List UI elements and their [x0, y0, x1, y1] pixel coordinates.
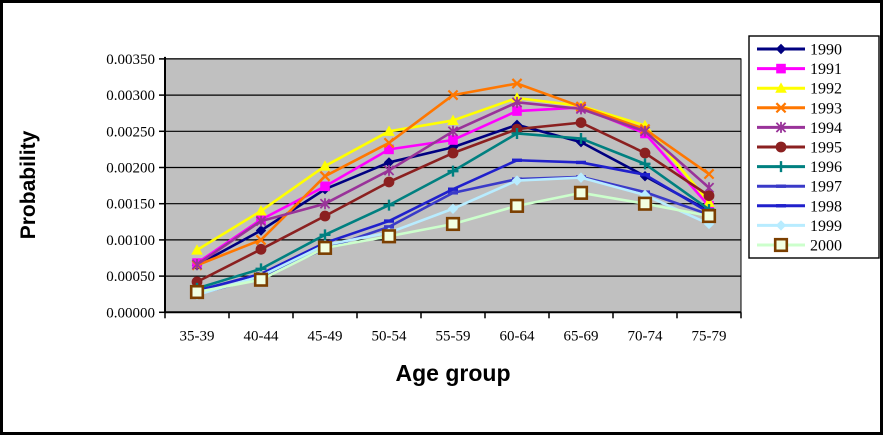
- probability-line-chart: 0.00350 0.00300 0.00250 0.00200 0.00150 0.001…: [17, 35, 880, 386]
- x-tick-label: 40-44: [244, 328, 279, 344]
- legend-label: 1995: [810, 140, 842, 157]
- x-axis: 35-39 40-44 45-49 50-54 55-59 60-64 65-69 70-74…: [164, 312, 742, 344]
- gridlines-and-y-axis: 0.00350 0.00300 0.00250 0.00200 0.00150 0.001…: [106, 52, 741, 321]
- legend-item-2000: 2000: [757, 238, 842, 255]
- legend-label: 1999: [810, 218, 842, 235]
- series-1994: [191, 96, 715, 271]
- legend-box: [748, 35, 880, 259]
- legend-label: 1994: [810, 120, 842, 137]
- x-tick-label: 45-49: [308, 328, 343, 344]
- legend-label: 1992: [810, 81, 842, 98]
- legend-label: 1996: [810, 159, 842, 176]
- legend-item-1999: 1999: [757, 218, 842, 235]
- legend-item-1992: 1992: [757, 81, 842, 98]
- x-tick-label: 35-39: [180, 328, 215, 344]
- y-tick-label: 0.00250: [106, 124, 155, 140]
- legend-label: 1991: [810, 61, 842, 78]
- legend-item-1998: 1998: [757, 198, 842, 215]
- legend-label: 1997: [810, 179, 842, 196]
- y-axis-title: Probability: [17, 130, 40, 239]
- y-tick-label: 0.00050: [106, 269, 155, 285]
- x-tick-label: 70-74: [628, 328, 663, 344]
- legend-item-1990: 1990: [757, 42, 842, 59]
- legend-label: 1993: [810, 100, 842, 117]
- legend-label: 1998: [810, 198, 842, 215]
- legend-item-1996: 1996: [757, 159, 842, 176]
- y-tick-label: 0.00150: [106, 197, 155, 213]
- plot-area: 0.00350 0.00300 0.00250 0.00200 0.00150 0.001…: [106, 52, 742, 344]
- y-tick-label: 0.00100: [106, 233, 155, 249]
- legend-item-1991: 1991: [757, 61, 842, 78]
- legend-item-1993: 1993: [757, 100, 842, 117]
- y-tick-label: 0.00350: [106, 52, 155, 68]
- y-tick-label: 0.00200: [106, 161, 155, 177]
- series-2000: [189, 185, 717, 300]
- y-tick-label: 0.00000: [106, 305, 155, 321]
- legend-item-1994: 1994: [757, 120, 842, 137]
- x-tick-label: 65-69: [564, 328, 599, 344]
- plot-background: [164, 58, 742, 313]
- x-tick-label: 55-59: [436, 328, 471, 344]
- legend-item-1995: 1995: [757, 140, 842, 157]
- legend-label: 1990: [810, 42, 842, 59]
- legend-label: 2000: [810, 238, 842, 255]
- x-tick-label: 50-54: [372, 328, 407, 344]
- y-tick-label: 0.00300: [106, 88, 155, 104]
- x-axis-title: Age group: [396, 360, 511, 386]
- x-tick-label: 60-64: [500, 328, 535, 344]
- legend: 1990 1991 1992 1993 1994 1995 1996 1997 1998 1999…: [748, 35, 880, 259]
- x-tick-label: 75-79: [692, 328, 727, 344]
- legend-item-1997: 1997: [757, 179, 842, 196]
